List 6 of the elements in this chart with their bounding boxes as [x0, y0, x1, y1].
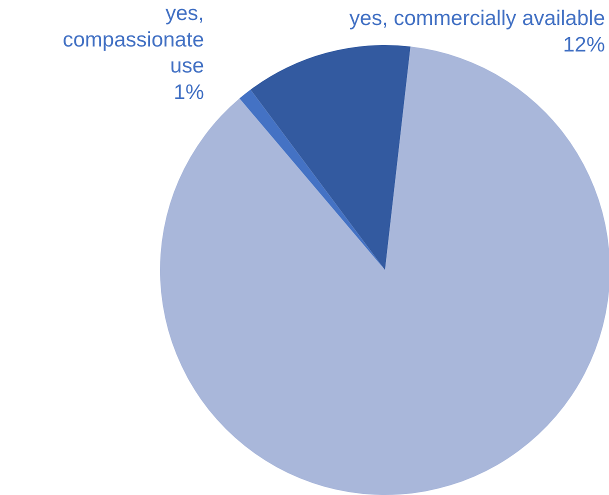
pie-slice	[250, 45, 410, 270]
slice-label: yes, commercially available	[349, 7, 605, 30]
data-label: 1%	[174, 80, 204, 104]
slice-label: yes, compassionate use	[62, 2, 204, 78]
data-label: 12%	[562, 33, 605, 56]
pie-slice	[239, 90, 385, 270]
